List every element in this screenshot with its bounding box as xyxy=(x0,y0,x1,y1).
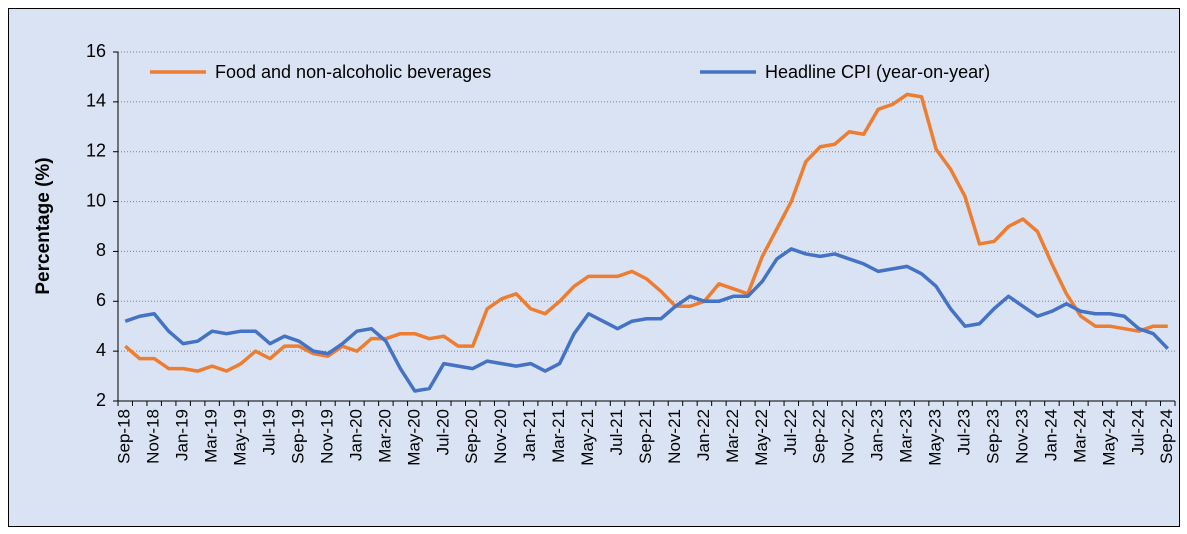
x-tick-label: Jul-22 xyxy=(781,409,800,455)
y-tick-label: 4 xyxy=(96,340,106,360)
x-tick-label: Jul-23 xyxy=(955,409,974,455)
x-tick-label: Sep-22 xyxy=(810,409,829,464)
legend-label: Food and non-alcoholic beverages xyxy=(215,62,491,82)
x-tick-label: Jul-19 xyxy=(260,409,279,455)
x-tick-label: Jan-21 xyxy=(520,409,539,461)
x-tick-label: May-22 xyxy=(752,409,771,466)
x-tick-label: May-20 xyxy=(404,409,423,466)
x-tick-label: Nov-18 xyxy=(144,409,163,464)
x-tick-label: Mar-21 xyxy=(549,409,568,463)
chart-frame xyxy=(8,8,1180,527)
x-tick-label: Nov-19 xyxy=(317,409,336,464)
x-tick-label: May-24 xyxy=(1099,409,1118,466)
x-tick-label: May-21 xyxy=(578,409,597,466)
x-tick-label: Mar-20 xyxy=(375,409,394,463)
y-tick-label: 8 xyxy=(96,240,106,260)
y-tick-label: 2 xyxy=(96,390,106,410)
x-tick-label: Sep-23 xyxy=(983,409,1002,464)
x-tick-label: Jul-20 xyxy=(433,409,452,455)
x-tick-label: Mar-23 xyxy=(897,409,916,463)
x-tick-label: Sep-19 xyxy=(288,409,307,464)
x-tick-label: Jan-20 xyxy=(346,409,365,461)
x-tick-label: Nov-21 xyxy=(665,409,684,464)
y-tick-label: 10 xyxy=(86,190,106,210)
series-line xyxy=(124,247,1170,393)
x-tick-label: Sep-24 xyxy=(1157,409,1176,464)
x-tick-label: Jan-23 xyxy=(868,409,887,461)
x-tick-label: Jan-24 xyxy=(1041,409,1060,461)
x-tick-label: Nov-20 xyxy=(491,409,510,464)
x-tick-label: Mar-24 xyxy=(1070,409,1089,463)
x-tick-label: Mar-19 xyxy=(202,409,221,463)
x-tick-label: May-19 xyxy=(231,409,250,466)
y-axis-label: Percentage (%) xyxy=(33,157,54,294)
x-tick-label: Sep-21 xyxy=(636,409,655,464)
x-tick-label: Jan-19 xyxy=(173,409,192,461)
x-tick-label: Jul-21 xyxy=(607,409,626,455)
series-line xyxy=(124,92,1168,373)
y-tick-label: 12 xyxy=(86,140,106,160)
x-tick-label: Sep-20 xyxy=(462,409,481,464)
x-tick-label: Nov-22 xyxy=(839,409,858,464)
y-tick-label: 6 xyxy=(96,290,106,310)
x-tick-label: May-23 xyxy=(926,409,945,466)
x-tick-label: Mar-22 xyxy=(723,409,742,463)
y-tick-label: 16 xyxy=(86,41,106,61)
x-tick-label: Jan-22 xyxy=(694,409,713,461)
x-tick-label: Jul-24 xyxy=(1128,409,1147,455)
x-tick-label: Sep-18 xyxy=(115,409,134,464)
legend-label: Headline CPI (year-on-year) xyxy=(765,62,990,82)
x-tick-label: Nov-23 xyxy=(1012,409,1031,464)
y-tick-label: 14 xyxy=(86,91,106,111)
